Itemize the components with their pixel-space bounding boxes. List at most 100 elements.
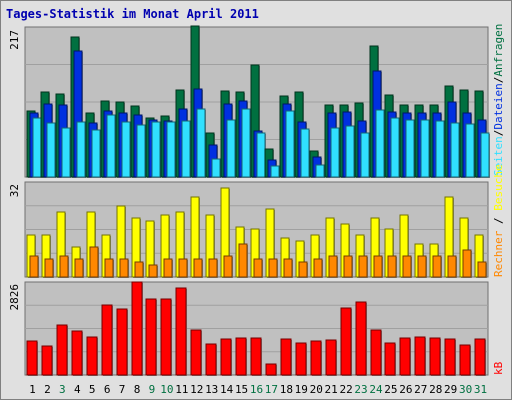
day-label-16: 16 bbox=[250, 383, 263, 396]
rechner-bar-20-fill bbox=[313, 258, 323, 278]
hits-legend-dateien: Dateien bbox=[492, 83, 505, 129]
seiten-bar-12-fill bbox=[196, 108, 206, 178]
kb-bar-21-fill bbox=[325, 339, 337, 376]
rechner-bar-1-fill bbox=[29, 255, 39, 278]
kb-bar-20-fill bbox=[310, 340, 322, 376]
day-label-11: 11 bbox=[175, 383, 188, 396]
kb-bar-7-fill bbox=[116, 308, 128, 376]
rechner-bar-4-fill bbox=[74, 258, 84, 278]
seiten-bar-24-fill bbox=[375, 109, 385, 178]
day-label-3: 3 bbox=[59, 383, 66, 396]
rechner-bar-30 bbox=[462, 249, 472, 278]
day-label-30: 30 bbox=[459, 383, 472, 396]
kb-bar-1 bbox=[26, 340, 38, 376]
day-label-26: 26 bbox=[399, 383, 412, 396]
rechner-bar-15 bbox=[238, 243, 248, 278]
rechner-bar-2-fill bbox=[44, 258, 54, 278]
kb-bar-31-fill bbox=[474, 338, 486, 376]
seiten-bar-19-fill bbox=[300, 128, 310, 178]
rechner-bar-23 bbox=[358, 255, 368, 278]
kb-bar-7 bbox=[116, 308, 128, 376]
seiten-bar-4 bbox=[76, 121, 86, 178]
kb-bar-30 bbox=[459, 344, 471, 376]
rechner-bar-22-fill bbox=[343, 255, 353, 278]
rechner-bar-1 bbox=[29, 255, 39, 278]
visits-ymax-label: 32 bbox=[8, 184, 21, 197]
kb-bar-2 bbox=[41, 345, 53, 376]
chart-title: Tages-Statistik im Monat April 2011 bbox=[6, 7, 259, 21]
visits-legend-rechner: Rechner bbox=[492, 230, 505, 277]
day-label-17: 17 bbox=[265, 383, 278, 396]
rechner-bar-25-fill bbox=[387, 255, 397, 278]
rechner-bar-24-fill bbox=[373, 255, 383, 278]
kb-bar-12-fill bbox=[190, 329, 202, 376]
kb-bar-19 bbox=[295, 342, 307, 376]
kb-ymax-label: 2826 bbox=[8, 284, 21, 311]
seiten-bar-27-fill bbox=[420, 119, 430, 178]
rechner-bar-26-fill bbox=[402, 255, 412, 278]
rechner-bar-8 bbox=[134, 261, 144, 278]
kb-bar-28-fill bbox=[429, 337, 441, 376]
rechner-bar-9-fill bbox=[148, 264, 158, 278]
rechner-bar-29 bbox=[447, 255, 457, 278]
seiten-bar-13-fill bbox=[211, 158, 221, 178]
rechner-bar-6-fill bbox=[104, 258, 114, 278]
kb-bar-6-fill bbox=[101, 304, 113, 376]
day-label-10: 10 bbox=[160, 383, 173, 396]
rechner-bar-12 bbox=[193, 258, 203, 278]
seiten-bar-10-fill bbox=[166, 121, 176, 178]
kb-bar-18 bbox=[280, 338, 292, 376]
visits-legend-separator-1: / bbox=[492, 211, 505, 231]
kb-bar-1-fill bbox=[26, 340, 38, 376]
rechner-bar-17 bbox=[268, 258, 278, 278]
rechner-bar-27-fill bbox=[417, 255, 427, 278]
hits-legend-anfragen: Anfragen bbox=[492, 24, 505, 77]
rechner-bar-16-fill bbox=[253, 258, 263, 278]
kb-bar-15-fill bbox=[235, 337, 247, 376]
seiten-bar-24 bbox=[375, 109, 385, 178]
kb-bar-29 bbox=[444, 338, 456, 376]
day-label-29: 29 bbox=[444, 383, 457, 396]
rechner-bar-5 bbox=[89, 246, 99, 278]
day-label-24: 24 bbox=[369, 383, 383, 396]
day-label-25: 25 bbox=[384, 383, 397, 396]
hits-legend-seiten: Seiten bbox=[492, 136, 505, 176]
kb-bar-22-fill bbox=[340, 307, 352, 376]
hits-legend-separator-2: / bbox=[492, 77, 505, 84]
seiten-bar-21 bbox=[330, 127, 340, 178]
seiten-bar-7-fill bbox=[121, 121, 131, 178]
kb-bar-15 bbox=[235, 337, 247, 376]
hits-legend: Seiten/Dateien/Anfragen bbox=[492, 24, 505, 176]
day-label-12: 12 bbox=[190, 383, 203, 396]
kb-bar-17-fill bbox=[265, 363, 277, 376]
rechner-bar-29-fill bbox=[447, 255, 457, 278]
rechner-bar-26 bbox=[402, 255, 412, 278]
seiten-bar-11 bbox=[181, 120, 191, 178]
day-label-13: 13 bbox=[205, 383, 218, 396]
rechner-bar-20 bbox=[313, 258, 323, 278]
kb-bar-3 bbox=[56, 324, 68, 376]
seiten-bar-17-fill bbox=[270, 165, 280, 178]
kb-bar-13-fill bbox=[205, 343, 217, 376]
seiten-bar-1-fill bbox=[32, 117, 42, 178]
seiten-bar-10 bbox=[166, 121, 176, 178]
seiten-bar-8-fill bbox=[136, 124, 146, 178]
rechner-bar-14 bbox=[223, 255, 233, 278]
rechner-bar-12-fill bbox=[193, 258, 203, 278]
kb-bar-8 bbox=[131, 281, 143, 376]
day-label-8: 8 bbox=[134, 383, 141, 396]
seiten-bar-19 bbox=[300, 128, 310, 178]
seiten-bar-23 bbox=[360, 132, 370, 178]
seiten-bar-23-fill bbox=[360, 132, 370, 178]
day-label-31: 31 bbox=[474, 383, 487, 396]
rechner-bar-17-fill bbox=[268, 258, 278, 278]
rechner-bar-31-fill bbox=[477, 261, 487, 278]
rechner-bar-31 bbox=[477, 261, 487, 278]
rechner-bar-3 bbox=[59, 255, 69, 278]
day-label-23: 23 bbox=[354, 383, 367, 396]
seiten-bar-31 bbox=[480, 132, 490, 178]
seiten-bar-25 bbox=[390, 117, 400, 178]
seiten-bar-2-fill bbox=[46, 122, 56, 178]
kb-bar-22 bbox=[340, 307, 352, 376]
